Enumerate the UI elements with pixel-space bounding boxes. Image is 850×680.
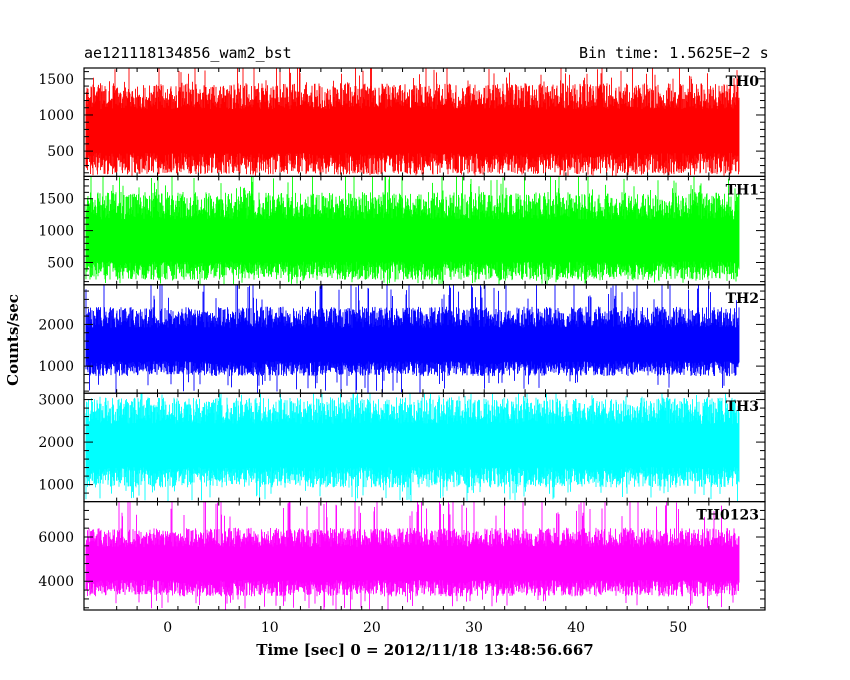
panel-frames xyxy=(83,67,766,611)
trace-th0 xyxy=(85,68,740,177)
y-tick-th0: 1500 xyxy=(38,72,74,88)
panel-tag-th3: TH3 xyxy=(726,399,759,415)
y-tick-th1: 500 xyxy=(47,255,74,271)
trace-th1 xyxy=(85,176,740,285)
panel-tag-th0123: TH0123 xyxy=(696,508,759,524)
trace-th0123 xyxy=(85,501,740,610)
trace-th2 xyxy=(85,284,740,393)
panel-tag-th1: TH1 xyxy=(726,182,759,198)
y-tick-th0123: 4000 xyxy=(38,574,74,590)
y-tick-th0: 500 xyxy=(47,144,74,160)
bin-time-label: Bin time: 1.5625E−2 s xyxy=(579,44,769,62)
y-tick-th1: 1000 xyxy=(38,224,74,240)
x-tick-label: 50 xyxy=(669,620,687,636)
panel-tag-th2: TH2 xyxy=(726,291,759,307)
series-traces xyxy=(85,68,740,610)
y-tick-th3: 1000 xyxy=(38,478,74,494)
x-tick-labels: 0 10 20 30 40 50 xyxy=(163,620,687,636)
y-tick-th3: 3000 xyxy=(38,393,74,409)
y-tick-th0123: 6000 xyxy=(38,530,74,546)
x-tick-label: 40 xyxy=(567,620,585,636)
y-tick-th2: 1000 xyxy=(38,359,74,375)
chart-source-label: ae121118134856_wam2_bst xyxy=(84,44,292,62)
x-tick-label: 10 xyxy=(261,620,279,636)
trace-th3 xyxy=(85,393,740,502)
panel-tags: TH0 TH1 TH2 TH3 TH0123 xyxy=(696,74,759,524)
x-tick-label: 20 xyxy=(363,620,381,636)
panel-frame-th0123 xyxy=(83,501,766,611)
y-tick-labels: 500 1000 1500 500 1000 1500 1000 2000 1000 2000 30… xyxy=(38,72,74,590)
y-tick-th2: 2000 xyxy=(38,317,74,333)
x-tick-label: 0 xyxy=(163,620,172,636)
x-tick-label: 30 xyxy=(465,620,483,636)
y-axis-label: Counts/sec xyxy=(4,294,22,386)
y-tick-th1: 1500 xyxy=(38,192,74,208)
x-axis-label: Time [sec] 0 = 2012/11/18 13:48:56.667 xyxy=(256,641,593,659)
y-tick-th3: 2000 xyxy=(38,435,74,451)
panel-tag-th0: TH0 xyxy=(726,74,760,90)
y-tick-th0: 1000 xyxy=(38,108,74,124)
